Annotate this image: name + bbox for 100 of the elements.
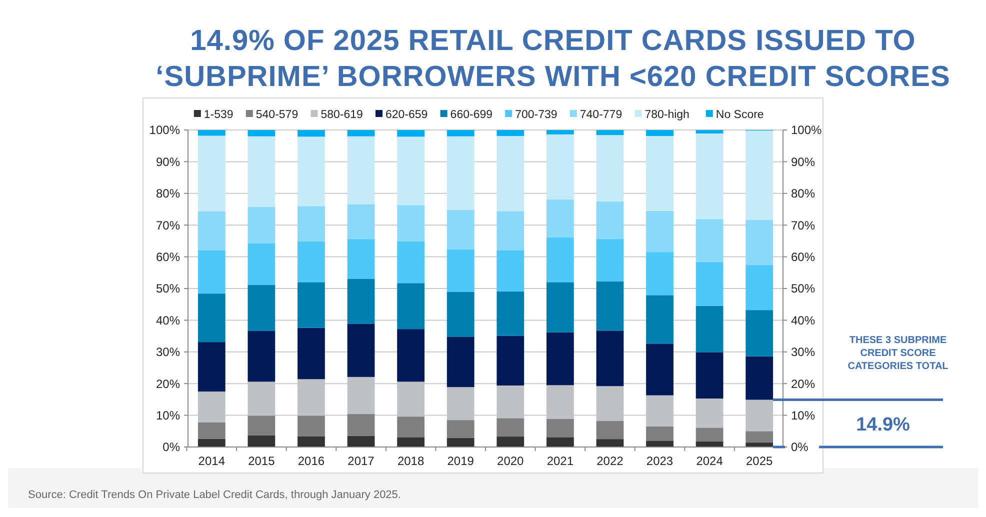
legend-label: 700-739 [515,109,558,121]
bar [446,210,474,250]
bar [496,136,524,212]
bar [446,438,474,447]
bar [696,428,724,442]
legend-label: 660-699 [450,109,493,121]
bar [347,414,375,436]
x-tick-label: 2024 [696,454,724,468]
bar [347,130,375,136]
bar [446,130,474,136]
bar [198,136,226,212]
bar [546,237,574,282]
chart-title: 14.9% OF 2025 RETAIL CREDIT CARDS ISSUED TO ‘SUBPRIME’ BORROWERS WITH <620 CREDIT SCORES [156,25,950,93]
bar [248,416,276,436]
bar [546,130,574,134]
bar [746,130,774,220]
bar [696,262,724,306]
bar [596,421,624,440]
bar [397,283,425,330]
bar [746,310,774,356]
bar [248,285,276,331]
bar [746,265,774,310]
bar [248,330,276,382]
y2-tick-label: 10% [791,408,816,422]
y-tick-label: 30% [156,345,180,360]
bar [696,130,724,134]
bar [496,130,524,136]
bar [496,250,524,292]
bar [496,418,524,437]
y-tick-label: 50% [156,282,180,296]
legend-label: 580-619 [320,109,363,121]
bar [646,344,674,396]
x-tick-label: 2020 [497,454,524,468]
y2-tick-label: 60% [791,250,816,264]
source-note: Source: Credit Trends On Private Label Credit Cards, through January 2025. [28,489,401,501]
y-tick-label: 10% [156,408,180,422]
bar [696,219,724,262]
bar [397,241,425,284]
bar [496,436,524,447]
y2-tick-label: 40% [791,313,816,328]
bar [646,136,674,211]
x-tick-label: 2015 [248,454,276,468]
bar [696,306,724,352]
bar [646,130,674,136]
y2-tick-label: 70% [791,218,816,232]
bar [347,278,375,324]
bar [546,418,574,438]
bar [596,281,624,331]
bar [496,211,524,250]
legend-label: 740-779 [580,109,622,121]
y2-tick-label: 0% [791,440,809,454]
bar [397,136,425,206]
bar [546,282,574,332]
bar [347,239,375,279]
bar [496,291,524,336]
legend-label: 780-high [644,109,690,121]
y2-tick-label: 80% [791,186,816,201]
bar [397,329,425,382]
y-tick-label: 100% [149,123,180,138]
bar [248,207,276,244]
y-tick-label: 20% [156,376,180,391]
bar [646,295,674,344]
bar [248,130,276,136]
x-tick-label: 2023 [646,454,674,468]
bar [446,292,474,337]
x-tick-label: 2017 [348,454,375,468]
legend-label: 620-659 [386,109,428,121]
x-tick-label: 2014 [198,454,226,468]
bar [646,252,674,296]
bar [546,134,574,200]
y-tick-label: 60% [156,250,180,264]
x-tick-label: 2025 [746,454,774,468]
y-tick-label: 0% [162,440,180,454]
bar [397,205,425,242]
bar [646,426,674,441]
bar [746,431,774,443]
bar [546,437,574,447]
bar [347,204,375,240]
bar [298,328,325,380]
bar [696,133,724,220]
y-tick-label: 40% [156,313,180,328]
bar [198,130,226,136]
bar [446,337,474,388]
bar [496,336,524,386]
x-tick-label: 2016 [298,454,325,468]
bar [397,416,425,438]
bar [596,201,624,240]
x-tick-label: 2022 [596,454,624,468]
y2-tick-label: 20% [791,376,816,391]
bar [646,210,674,252]
bar [397,130,425,137]
bar [347,436,375,447]
bar [198,250,226,294]
bar [546,199,574,238]
y-tick-label: 90% [156,154,180,169]
bar [546,332,574,386]
y2-tick-label: 30% [791,345,816,360]
bar [298,206,325,242]
bar [198,438,226,447]
text: 14.9% [856,414,910,436]
